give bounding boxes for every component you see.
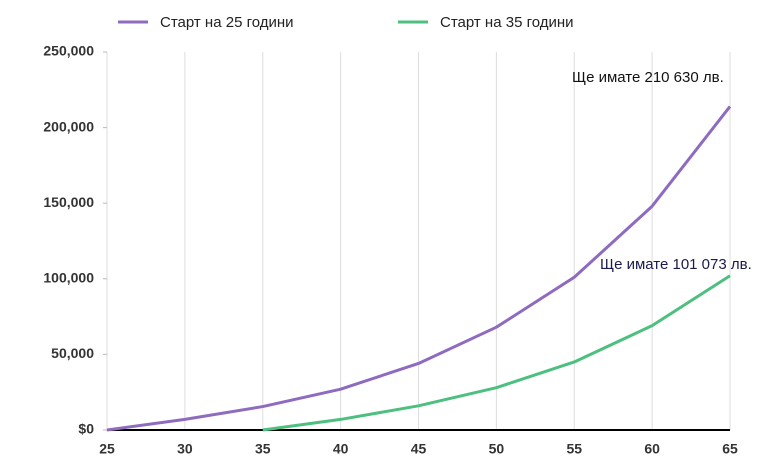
annotation: Ще имате 210 630 лв.: [572, 69, 724, 86]
x-tick-label: 30: [177, 441, 193, 457]
legend-label: Старт на 35 години: [440, 14, 574, 31]
data-line: [262, 274, 731, 432]
y-tick-label: 200,000: [43, 118, 94, 134]
y-tick-label: 150,000: [43, 194, 94, 210]
x-tick-label: 60: [644, 441, 660, 457]
y-tick-label: 250,000: [43, 43, 94, 59]
y-tick-label: $0: [78, 421, 94, 437]
x-tick-label: 65: [722, 441, 738, 457]
x-tick-label: 35: [255, 441, 271, 457]
legend-label: Старт на 25 години: [160, 14, 294, 31]
annotation: Ще имате 101 073 лв.: [600, 256, 752, 273]
y-tick-label: 50,000: [51, 345, 94, 361]
x-tick-label: 55: [566, 441, 582, 457]
data-line: [106, 105, 732, 432]
x-tick-label: 25: [99, 441, 115, 457]
x-tick-label: 50: [489, 441, 505, 457]
x-tick-label: 40: [333, 441, 349, 457]
x-tick-label: 45: [411, 441, 427, 457]
y-tick-label: 100,000: [43, 270, 94, 286]
